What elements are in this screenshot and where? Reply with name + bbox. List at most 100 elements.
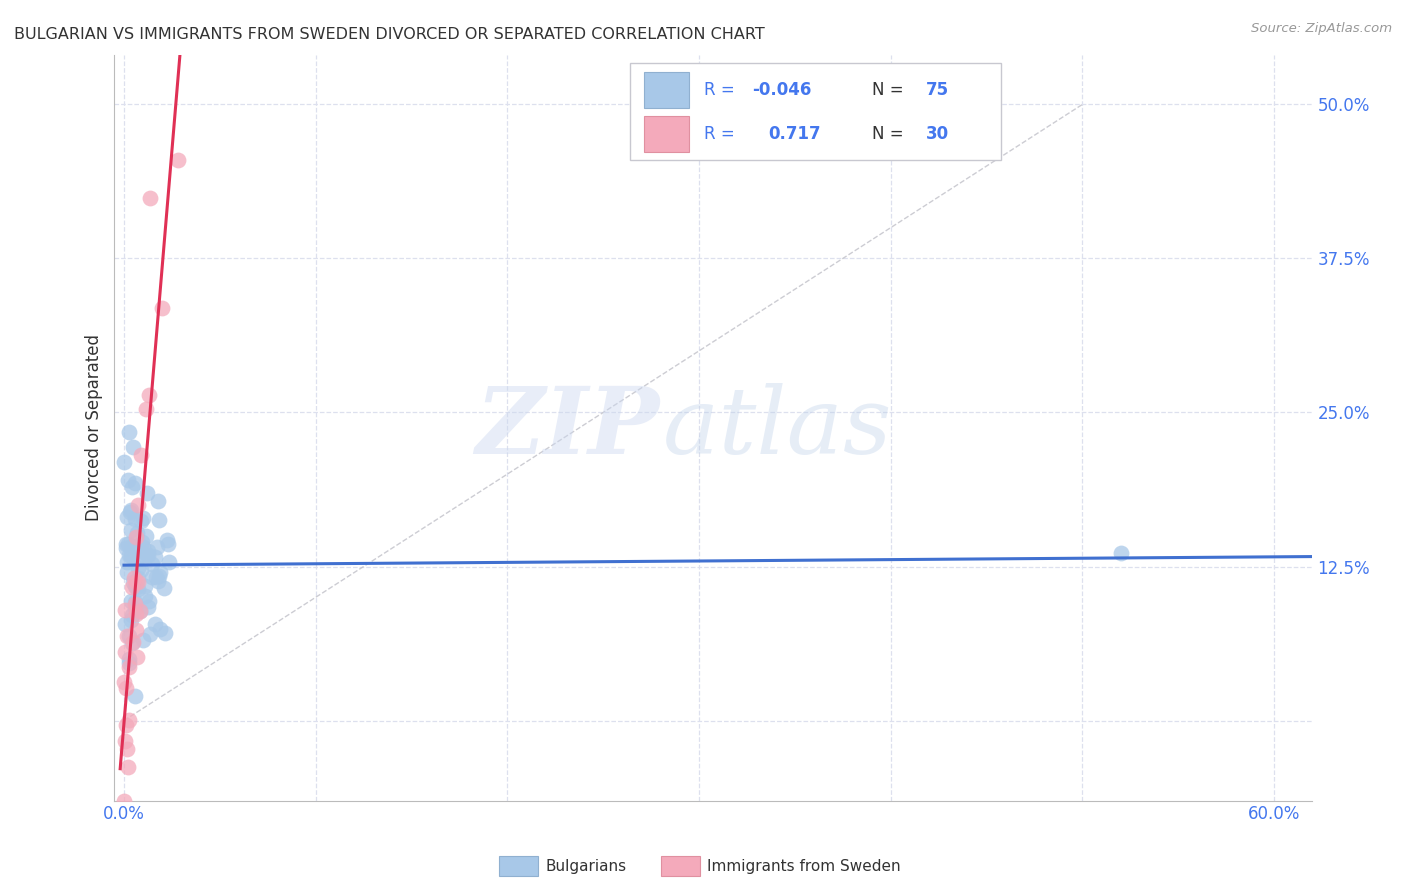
Point xyxy=(115,565,138,579)
Point xyxy=(125,607,148,621)
Text: Immigrants from Sweden: Immigrants from Sweden xyxy=(707,859,901,873)
Point xyxy=(115,555,138,569)
Y-axis label: Divorced or Separated: Divorced or Separated xyxy=(86,334,103,522)
Point xyxy=(124,595,146,609)
FancyBboxPatch shape xyxy=(644,117,689,153)
Point xyxy=(132,540,155,554)
Point xyxy=(136,548,159,562)
Point xyxy=(120,549,142,564)
Point xyxy=(118,629,141,643)
Point xyxy=(112,794,135,808)
Point xyxy=(124,689,146,703)
Point xyxy=(1109,546,1132,560)
Point xyxy=(127,582,149,597)
Point xyxy=(121,581,143,595)
Point xyxy=(120,502,142,516)
Point xyxy=(114,616,136,631)
Point xyxy=(143,550,166,565)
Point xyxy=(128,549,150,563)
Point xyxy=(114,537,136,551)
Point xyxy=(125,650,148,665)
Point xyxy=(141,570,163,584)
Point xyxy=(136,544,159,558)
Point xyxy=(121,636,143,650)
Point xyxy=(121,480,143,494)
Point xyxy=(125,575,148,590)
Text: -0.046: -0.046 xyxy=(752,81,811,99)
Point xyxy=(139,626,162,640)
Point xyxy=(136,600,159,615)
Point xyxy=(128,604,150,618)
Text: 0.717: 0.717 xyxy=(769,125,821,144)
Point xyxy=(131,511,153,525)
Point xyxy=(115,629,138,643)
Point xyxy=(125,624,148,638)
Text: Source: ZipAtlas.com: Source: ZipAtlas.com xyxy=(1251,22,1392,36)
Point xyxy=(124,597,146,611)
Point xyxy=(120,523,142,537)
Point xyxy=(112,675,135,690)
Point xyxy=(118,652,141,666)
Point xyxy=(139,191,162,205)
Point xyxy=(124,512,146,526)
Point xyxy=(118,660,141,674)
Point xyxy=(136,548,159,562)
Point xyxy=(145,570,167,584)
Point xyxy=(156,536,179,550)
Point xyxy=(120,594,142,608)
Point xyxy=(117,425,139,440)
Point xyxy=(131,448,153,462)
Point xyxy=(115,510,138,524)
Point xyxy=(155,533,177,547)
Point xyxy=(143,617,166,632)
Point xyxy=(127,574,149,589)
Point xyxy=(132,633,155,648)
Point xyxy=(121,574,143,589)
Point xyxy=(125,580,148,594)
Point xyxy=(153,626,176,640)
Point xyxy=(128,604,150,618)
Point xyxy=(149,565,172,579)
Point xyxy=(134,579,156,593)
Point xyxy=(138,594,160,608)
Text: N =: N = xyxy=(872,81,908,99)
Point xyxy=(122,635,145,649)
Point xyxy=(117,537,139,551)
Text: 75: 75 xyxy=(925,81,949,99)
Point xyxy=(114,603,136,617)
Point xyxy=(131,534,153,549)
Point xyxy=(121,607,143,622)
Point xyxy=(152,581,174,595)
Point xyxy=(128,543,150,558)
Point xyxy=(145,540,167,554)
Point xyxy=(134,590,156,604)
Point xyxy=(149,622,172,636)
Point xyxy=(125,530,148,544)
Point xyxy=(129,563,152,577)
Point xyxy=(118,656,141,670)
Point xyxy=(141,557,163,571)
Point xyxy=(124,579,146,593)
Point xyxy=(114,541,136,555)
Point xyxy=(118,548,141,562)
Point xyxy=(117,713,139,727)
Point xyxy=(127,498,149,512)
Point xyxy=(120,613,142,627)
Point xyxy=(125,552,148,566)
Point xyxy=(157,555,180,569)
Point xyxy=(148,569,170,583)
Point xyxy=(127,571,149,585)
Point xyxy=(121,540,143,554)
Point xyxy=(146,494,169,508)
Point xyxy=(122,571,145,585)
Point xyxy=(138,387,160,401)
Text: 30: 30 xyxy=(925,125,949,144)
Point xyxy=(115,681,138,696)
Point xyxy=(148,513,170,527)
Text: N =: N = xyxy=(872,125,908,144)
Text: Bulgarians: Bulgarians xyxy=(546,859,627,873)
Point xyxy=(166,153,188,167)
Text: BULGARIAN VS IMMIGRANTS FROM SWEDEN DIVORCED OR SEPARATED CORRELATION CHART: BULGARIAN VS IMMIGRANTS FROM SWEDEN DIVO… xyxy=(14,27,765,42)
Point xyxy=(115,742,138,756)
Point xyxy=(124,476,146,491)
